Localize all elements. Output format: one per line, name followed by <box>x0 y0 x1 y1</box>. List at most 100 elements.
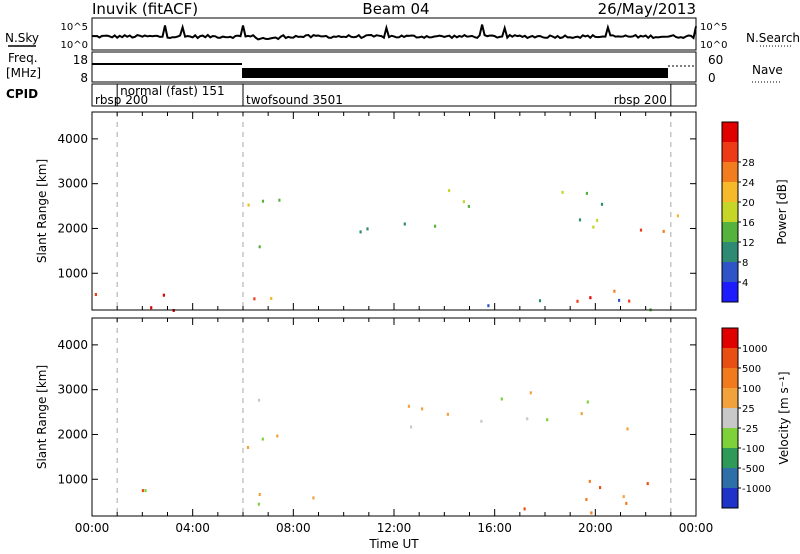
colorbar-cell <box>722 488 738 508</box>
colorbar-tick-label: 16 <box>742 218 755 229</box>
colorbar-label: Velocity [m s⁻¹] <box>777 371 791 464</box>
cpid-label: CPID <box>6 87 38 101</box>
power-cells <box>94 189 679 312</box>
cpid-mode-label: rbsp 200 <box>614 93 667 107</box>
colorbar-cell <box>722 348 738 368</box>
heatmap-cell <box>366 227 369 231</box>
date-label: 26/May/2013 <box>598 0 696 18</box>
colorbar-cell <box>722 388 738 408</box>
freq-tick-top: 18 <box>73 53 88 67</box>
heatmap-cell <box>246 446 250 449</box>
y-axis-label: Slant Range [km] <box>35 159 49 263</box>
colorbar-cell <box>722 142 738 162</box>
colorbar-cell <box>722 448 738 468</box>
heatmap-cell <box>446 412 449 416</box>
heatmap-cell <box>247 203 250 207</box>
heatmap-cell <box>278 198 281 202</box>
heatmap-cell <box>639 228 643 232</box>
heatmap-cell <box>434 224 437 228</box>
colorbar-tick-label: 24 <box>742 178 755 189</box>
heatmap-cell <box>487 304 490 308</box>
colorbar-cell <box>722 282 738 302</box>
colorbar-tick-label: 28 <box>742 158 755 169</box>
power-panel: 1000 2000 3000 4000 Slant Range [km] 4 8 12 16 20… <box>35 111 789 312</box>
heatmap-cell <box>622 495 625 499</box>
colorbar-tick-label: 4 <box>742 278 748 289</box>
colorbar-cell <box>722 368 738 388</box>
nsearch-label: N.Search <box>746 31 800 45</box>
noise-tick-bottom-left: 10^0 <box>61 40 88 51</box>
heatmap-cell <box>261 199 265 203</box>
colorbar-tick-label: -1000 <box>742 484 771 495</box>
heatmap-cell <box>529 391 532 395</box>
heatmap-cell <box>580 412 583 416</box>
heatmap-cell <box>662 229 665 233</box>
beam-label: Beam 04 <box>362 0 429 18</box>
heatmap-cell <box>618 298 621 302</box>
y-tick-label: 3000 <box>57 383 88 397</box>
heatmap-cell <box>162 293 165 297</box>
heatmap-cell <box>589 296 592 300</box>
colorbar-cell <box>722 222 738 242</box>
heatmap-cell <box>585 498 588 501</box>
heatmap-cell <box>500 397 503 401</box>
colorbar-tick-label: -500 <box>742 464 765 475</box>
colorbar-tick-label: 100 <box>742 384 761 395</box>
heatmap-cell <box>588 479 591 483</box>
heatmap-cell <box>407 404 410 408</box>
colorbar-tick-label: 8 <box>742 258 748 269</box>
heatmap-cell <box>276 434 279 438</box>
heatmap-cell <box>462 200 465 204</box>
colorbar-label: Power [dB] <box>775 179 789 244</box>
y-tick-label: 4000 <box>57 132 88 146</box>
heatmap-cell <box>94 293 97 296</box>
velocity-cells <box>141 391 649 515</box>
nave-label: Nave <box>752 63 783 77</box>
velocity-panel: 1000 2000 3000 4000 Slant Range [km] 1000 500 1… <box>35 317 791 517</box>
nave-tick-top: 60 <box>708 53 723 67</box>
heatmap-cell <box>586 400 589 404</box>
noise-tick-bottom-right: 10^0 <box>700 40 727 51</box>
heatmap-cell <box>359 230 362 234</box>
heatmap-cell <box>625 501 628 505</box>
colorbar-tick-label: -100 <box>742 444 765 455</box>
heatmap-cell <box>561 190 564 194</box>
y-axis-label: Slant Range [km] <box>35 365 49 469</box>
noise-tick-top-left: 10^5 <box>61 22 88 33</box>
heatmap-cell <box>448 189 451 193</box>
time-axis: 00:00 04:00 08:00 12:00 16:00 20:00 00:00 <box>75 521 714 535</box>
colorbar-cell <box>722 262 738 282</box>
x-axis-label: Time UT <box>368 537 419 551</box>
noise-trace <box>91 23 697 41</box>
y-tick-label: 3000 <box>57 177 88 191</box>
heatmap-cell <box>150 306 153 310</box>
heatmap-cell <box>270 297 273 300</box>
freq-label-2: [MHz] <box>6 66 41 80</box>
heatmap-cell <box>596 218 599 222</box>
heatmap-cell <box>546 418 549 422</box>
y-tick-label: 1000 <box>57 266 88 280</box>
nsky-label: N.Sky <box>5 31 39 45</box>
heatmap-cell <box>253 297 256 301</box>
colorbar-cell <box>722 428 738 448</box>
noise-panel: N.Sky N.Search 10^5 10^0 10^5 10^0 <box>5 17 800 51</box>
heatmap-cell <box>613 289 616 293</box>
cpid-mode-label: normal (fast) 151 <box>120 84 224 98</box>
x-tick-label: 08:00 <box>276 521 311 535</box>
heatmap-cell <box>480 419 483 423</box>
heatmap-cell <box>526 417 529 421</box>
nave-block <box>242 68 668 78</box>
y-tick-label: 1000 <box>57 472 88 486</box>
cpid-mode-label: rbsp 200 <box>95 93 148 107</box>
colorbar-cell <box>722 468 738 488</box>
freq-label-1: Freq. <box>8 51 38 65</box>
colorbar-cell <box>722 242 738 262</box>
y-tick-label: 4000 <box>57 338 88 352</box>
cpid-mode-label: twofsound 3501 <box>246 93 343 107</box>
heatmap-cell <box>538 299 542 303</box>
heatmap-cell <box>261 437 264 441</box>
heatmap-cell <box>257 398 261 402</box>
colorbar-tick-label: 500 <box>742 364 761 375</box>
colorbar-tick-label: 25 <box>742 404 755 415</box>
